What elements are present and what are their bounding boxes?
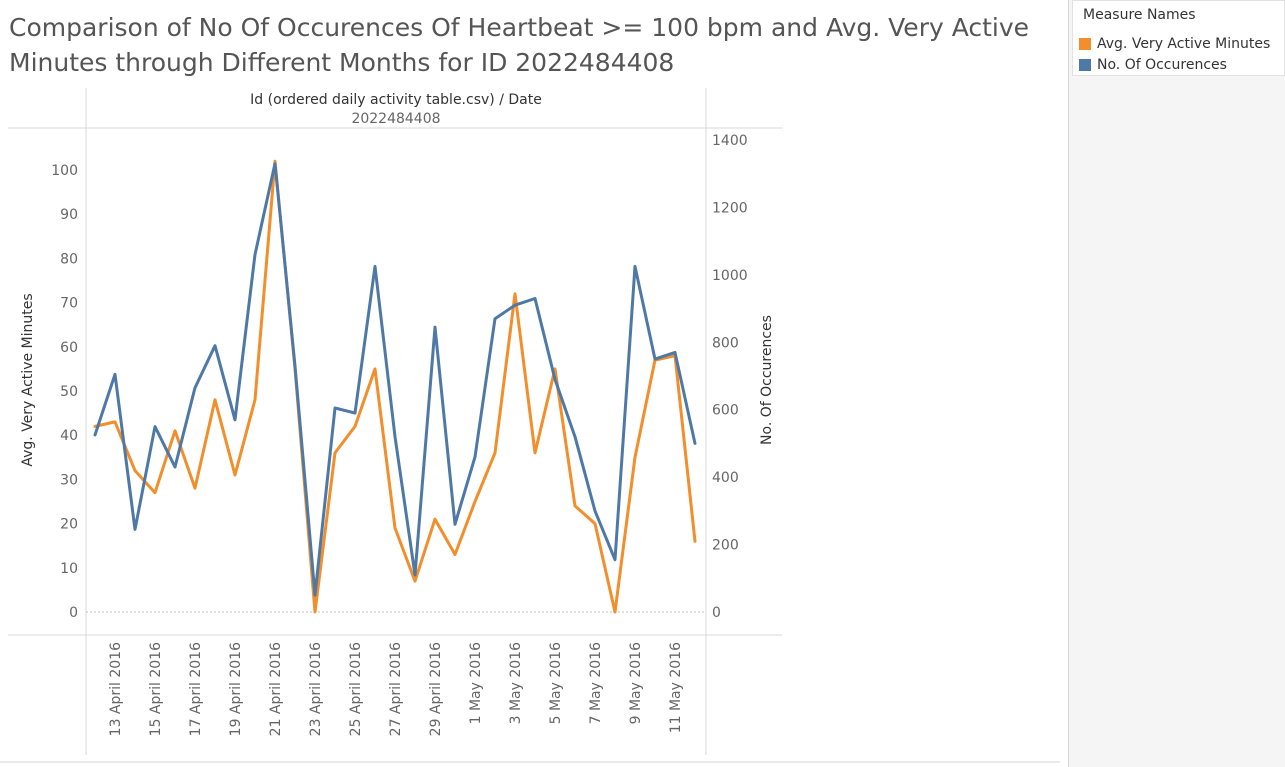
chart-area: Id (ordered daily activity table.csv) / …: [0, 88, 1060, 763]
legend-swatch-blue: [1079, 59, 1091, 71]
chart-frame: [0, 88, 1060, 763]
x-tick-label: 29 April 2016: [428, 642, 444, 736]
legend: Measure Names Avg. Very Active Minutes N…: [1072, 0, 1285, 76]
legend-item-avg-very-active-minutes[interactable]: Avg. Very Active Minutes: [1079, 35, 1270, 53]
left-tick-label: 60: [60, 340, 78, 356]
left-tick-label: 100: [51, 163, 78, 179]
left-tick-label: 30: [60, 472, 78, 488]
x-tick-label: 1 May 2016: [468, 642, 484, 724]
right-tick-label: 1400: [712, 133, 748, 149]
right-axis-ticks: 0 200 400 600 800 1000 1200 1400: [712, 133, 748, 621]
right-tick-label: 800: [712, 335, 739, 351]
left-tick-label: 10: [60, 561, 78, 577]
left-tick-label: 0: [69, 605, 78, 621]
right-tick-label: 0: [712, 605, 721, 621]
chart-header-value: 2022484408: [351, 111, 440, 127]
x-tick-label: 7 May 2016: [588, 642, 604, 724]
x-tick-label: 21 April 2016: [268, 642, 284, 736]
left-tick-label: 40: [60, 428, 78, 444]
right-tick-label: 400: [712, 470, 739, 486]
left-axis-ticks: 0 10 20 30 40 50 60 70 80 90 100: [51, 163, 78, 621]
chart-header: Id (ordered daily activity table.csv) / …: [250, 92, 542, 108]
series-line-no-of-occurences: [93, 162, 697, 597]
left-axis-title: Avg. Very Active Minutes: [20, 293, 36, 466]
x-tick-label: 17 April 2016: [188, 642, 204, 736]
x-tick-label: 13 April 2016: [108, 642, 124, 736]
right-tick-label: 200: [712, 538, 739, 554]
x-tick-label: 11 May 2016: [668, 642, 684, 733]
x-tick-label: 3 May 2016: [508, 642, 524, 724]
legend-label: No. Of Occurences: [1097, 57, 1227, 73]
right-tick-label: 1000: [712, 268, 748, 284]
x-tick-label: 19 April 2016: [228, 642, 244, 736]
series-lines: [93, 159, 697, 614]
x-tick-label: 9 May 2016: [628, 642, 644, 724]
legend-swatch-orange: [1079, 38, 1091, 50]
side-panel: [1068, 0, 1285, 767]
legend-label: Avg. Very Active Minutes: [1097, 36, 1271, 52]
right-tick-label: 600: [712, 403, 739, 419]
left-tick-label: 80: [60, 251, 78, 267]
x-tick-label: 5 May 2016: [548, 642, 564, 724]
right-tick-label: 1200: [712, 200, 748, 216]
right-axis-title: No. Of Occurences: [759, 315, 775, 445]
x-tick-label: 23 April 2016: [308, 642, 324, 736]
x-axis-ticks: 13 April 2016 15 April 2016 17 April 2016 1…: [108, 642, 684, 736]
series-line-avg-very-active-minutes: [93, 159, 697, 614]
legend-item-no-of-occurences[interactable]: No. Of Occurences: [1079, 56, 1227, 74]
left-tick-label: 50: [60, 384, 78, 400]
left-tick-label: 70: [60, 296, 78, 312]
x-tick-label: 27 April 2016: [388, 642, 404, 736]
left-tick-label: 20: [60, 517, 78, 533]
left-tick-label: 90: [60, 207, 78, 223]
x-tick-label: 15 April 2016: [148, 642, 164, 736]
chart-title: Comparison of No Of Occurences Of Heartb…: [9, 13, 1030, 77]
x-tick-label: 25 April 2016: [348, 642, 364, 736]
legend-title: Measure Names: [1083, 7, 1196, 23]
